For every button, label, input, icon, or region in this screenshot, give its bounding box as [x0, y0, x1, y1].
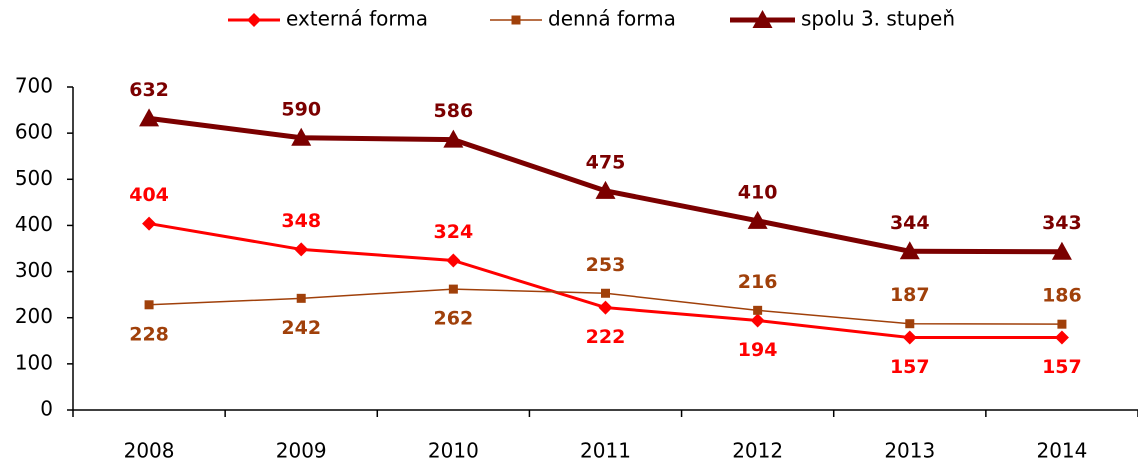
- data-label: 186: [1042, 285, 1082, 307]
- data-label: 228: [129, 323, 169, 345]
- marker: [752, 10, 773, 28]
- y-tick-label: 400: [15, 212, 53, 236]
- marker: [511, 15, 521, 25]
- data-label: 632: [129, 79, 169, 101]
- x-tick-label: 2011: [580, 439, 631, 463]
- marker: [139, 108, 160, 127]
- data-label: 344: [890, 212, 930, 234]
- marker: [291, 127, 312, 146]
- marker: [753, 305, 763, 315]
- y-tick-label: 0: [40, 397, 53, 421]
- marker: [598, 300, 613, 315]
- data-label: 262: [434, 308, 474, 330]
- data-label: 404: [129, 184, 169, 206]
- marker: [247, 13, 261, 27]
- marker: [601, 288, 610, 298]
- data-label: 222: [586, 326, 626, 348]
- x-tick-label: 2013: [884, 439, 935, 463]
- legend-label: externá forma: [286, 7, 428, 31]
- marker: [905, 319, 915, 329]
- marker: [446, 253, 461, 268]
- x-tick-label: 2009: [276, 439, 327, 463]
- data-label: 194: [738, 339, 778, 361]
- marker: [443, 129, 464, 148]
- marker: [294, 242, 309, 257]
- legend-label: denná forma: [548, 7, 676, 31]
- x-tick-label: 2008: [124, 439, 175, 463]
- y-tick-label: 300: [15, 258, 53, 282]
- marker: [595, 180, 616, 199]
- y-tick-label: 200: [15, 304, 53, 328]
- marker: [448, 284, 458, 294]
- data-label: 157: [890, 356, 930, 378]
- x-tick-label: 2010: [428, 439, 479, 463]
- data-label: 216: [738, 271, 778, 293]
- x-tick-label: 2012: [732, 439, 783, 463]
- data-label: 242: [281, 317, 321, 339]
- marker: [144, 300, 154, 310]
- marker: [899, 241, 920, 260]
- y-tick-label: 500: [15, 166, 53, 190]
- x-tick-label: 2014: [1036, 439, 1087, 463]
- data-label: 324: [434, 221, 474, 243]
- y-tick-label: 100: [15, 350, 53, 374]
- data-label: 253: [586, 254, 626, 276]
- marker: [747, 210, 768, 229]
- data-label: 187: [890, 284, 930, 306]
- data-label: 586: [434, 100, 474, 122]
- marker: [142, 216, 157, 231]
- marker: [902, 330, 917, 345]
- data-label: 157: [1042, 356, 1082, 378]
- legend-label: spolu 3. stupeň: [801, 7, 955, 31]
- data-label: 348: [281, 210, 321, 232]
- marker: [1051, 241, 1072, 260]
- data-label: 343: [1042, 212, 1082, 234]
- marker: [1057, 319, 1067, 329]
- marker: [1054, 330, 1069, 345]
- data-label: 475: [586, 151, 626, 173]
- data-label: 410: [738, 181, 778, 203]
- y-tick-label: 700: [15, 74, 53, 98]
- y-tick-label: 600: [15, 120, 53, 144]
- marker: [296, 293, 306, 303]
- marker: [750, 313, 765, 328]
- data-label: 590: [281, 98, 321, 120]
